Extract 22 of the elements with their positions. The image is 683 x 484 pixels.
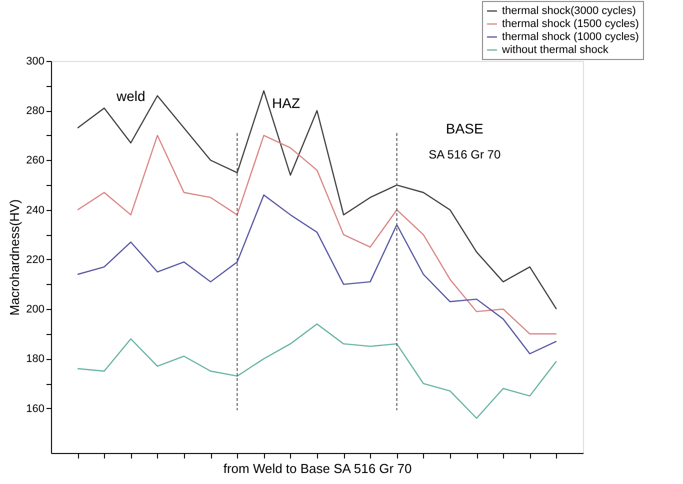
legend-label: without thermal shock xyxy=(501,44,609,56)
line-series xyxy=(77,134,557,335)
line-series xyxy=(77,90,557,310)
y-tick-label: 180 xyxy=(26,353,44,366)
y-tick-label: 220 xyxy=(26,254,44,266)
line-series xyxy=(77,323,557,419)
legend-label: thermal shock(3000 cycles) xyxy=(502,5,636,17)
y-tick-label: 160 xyxy=(26,402,44,415)
y-tick-label: 200 xyxy=(26,304,44,316)
x-axis-title: from Weld to Base SA 516 Gr 70 xyxy=(223,461,412,476)
y-tick-label: 300 xyxy=(26,56,44,68)
legend-label: thermal shock (1000 cycles) xyxy=(502,31,639,43)
y-axis-title: Macrohardness(HV) xyxy=(7,199,22,316)
annotation: BASE xyxy=(446,120,484,136)
annotation: weld xyxy=(116,88,146,104)
y-tick-label: 260 xyxy=(26,154,44,167)
annotation: SA 516 Gr 70 xyxy=(428,148,501,162)
annotation: HAZ xyxy=(272,95,300,112)
y-tick-label: 280 xyxy=(26,105,44,118)
line-series xyxy=(77,194,557,354)
y-tick-label: 240 xyxy=(26,204,44,216)
legend-label: thermal shock (1500 cycles) xyxy=(502,18,639,30)
